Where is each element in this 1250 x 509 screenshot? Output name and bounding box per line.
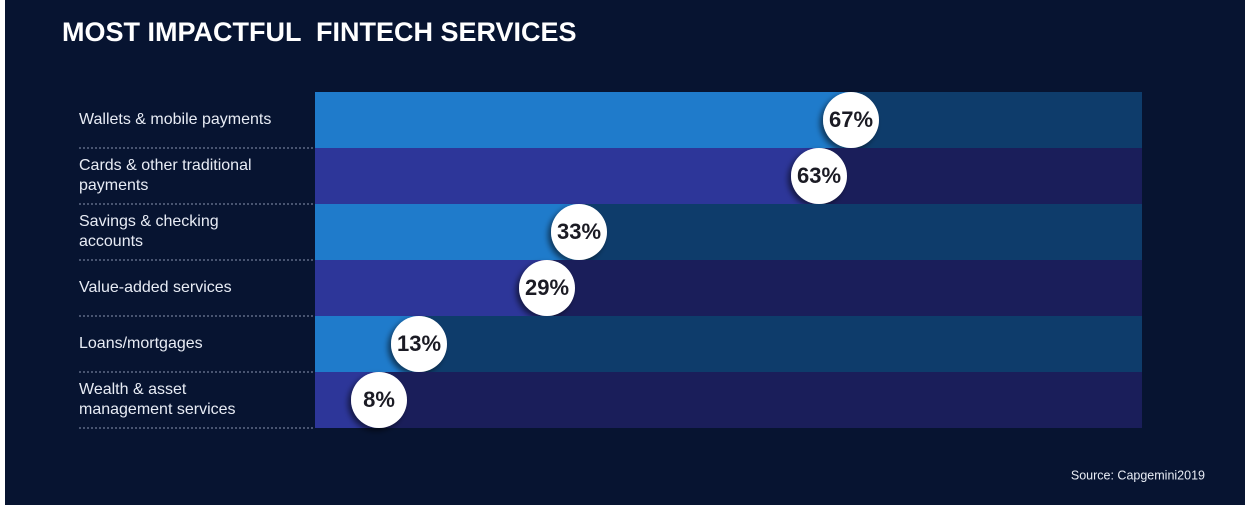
value-badge bbox=[391, 316, 447, 372]
category-label: Wealth & asset management services bbox=[79, 381, 236, 418]
bar bbox=[315, 260, 547, 316]
bar bbox=[315, 148, 819, 204]
value-label: 29% bbox=[525, 275, 569, 300]
value-badge bbox=[823, 92, 879, 148]
value-badge bbox=[519, 260, 575, 316]
value-label: 63% bbox=[797, 163, 841, 188]
value-badge bbox=[791, 148, 847, 204]
value-label: 8% bbox=[363, 387, 395, 412]
category-label: Wallets & mobile payments bbox=[79, 111, 272, 128]
value-badge bbox=[351, 372, 407, 428]
category-label: Cards & other traditional payments bbox=[79, 157, 252, 194]
category-label: Value-added services bbox=[79, 279, 232, 296]
bar bbox=[315, 92, 851, 148]
chart-title: MOST IMPACTFUL FINTECH SERVICES bbox=[62, 17, 577, 47]
value-badge bbox=[551, 204, 607, 260]
category-label: Savings & checking accounts bbox=[79, 213, 219, 250]
bar bbox=[315, 204, 579, 260]
value-label: 13% bbox=[397, 331, 441, 356]
value-label: 67% bbox=[829, 107, 873, 132]
source-note: Source: Capgemini2019 bbox=[1071, 468, 1205, 482]
row-band bbox=[315, 316, 1142, 372]
value-label: 33% bbox=[557, 219, 601, 244]
row-band bbox=[315, 372, 1142, 428]
category-label: Loans/mortgages bbox=[79, 335, 203, 352]
